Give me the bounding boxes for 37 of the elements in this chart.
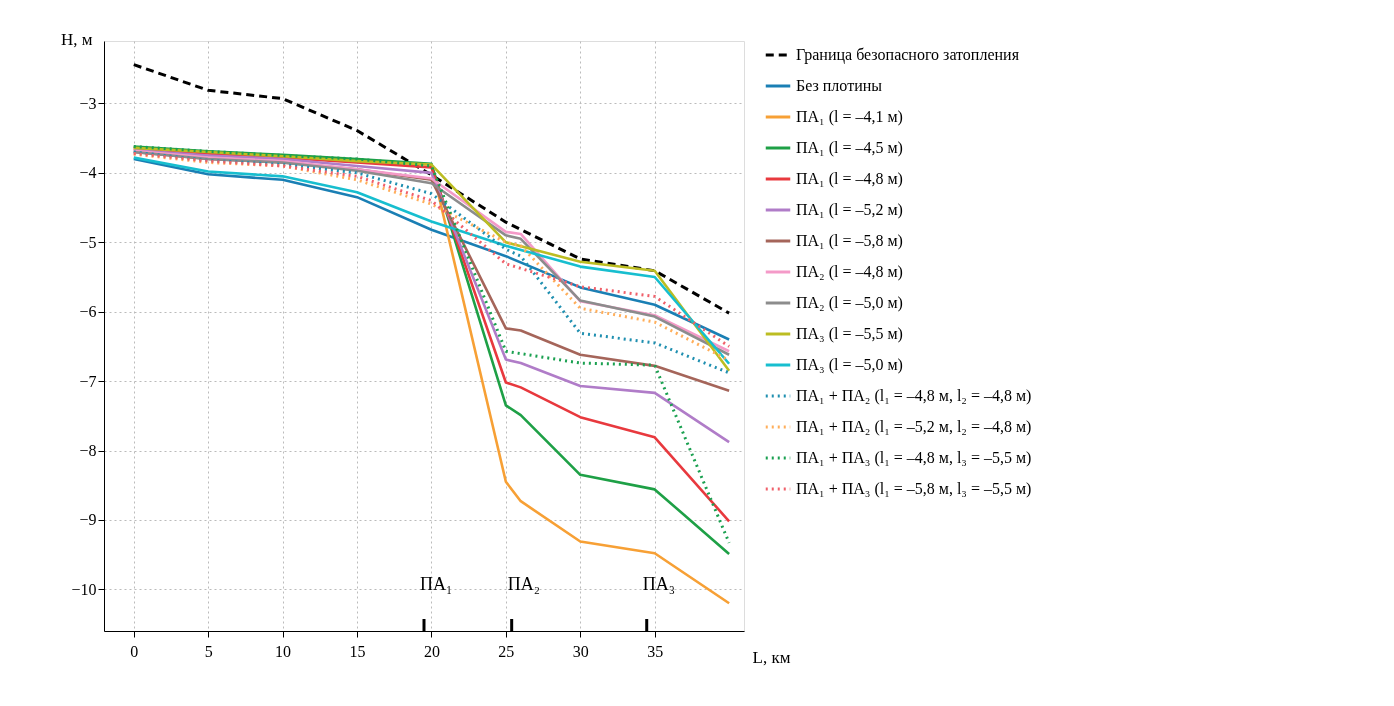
legend-label: ПА₃ (l = –5,0 м) [796,356,903,374]
legend-label: ПА₁ (l = –4,1 м) [796,108,903,126]
annotation: ПА₁ [420,574,453,594]
legend-label: Граница безопасного затопления [796,46,1020,64]
legend-label: ПА₂ (l = –5,0 м) [796,294,903,312]
line-series [132,63,731,315]
annotation: ПА₃ [642,574,675,594]
y-tick-label: −4 [79,164,97,182]
x-tick-label: 30 [572,642,589,660]
x-tick-label: 15 [349,642,366,660]
x-tick-label: 35 [647,642,664,660]
y-tick-label: −8 [79,442,97,460]
x-tick-label: 10 [275,642,292,660]
legend-label: ПА₁ + ПА₃ (l₁ = –5,8 м, l₃ = –5,5 м) [796,480,1032,498]
legend-label: ПА₁ + ПА₃ (l₁ = –4,8 м, l₃ = –5,5 м) [796,449,1032,467]
annotation: ПА₂ [507,574,540,594]
x-tick-label: 25 [498,642,515,660]
y-axis-title: H, м [60,29,93,49]
y-tick-label: −5 [79,233,97,251]
legend-label: ПА₃ (l = –5,5 м) [796,325,903,343]
legend-label: ПА₁ (l = –5,2 м) [796,201,903,219]
y-tick-label: −6 [79,303,97,321]
x-axis-title: L, км [752,647,791,667]
x-tick-label: 0 [130,642,139,660]
y-tick-label: −9 [79,511,97,529]
x-tick-label: 5 [204,642,213,660]
y-tick-label: −3 [79,94,97,112]
legend-label: ПА₁ (l = –5,8 м) [796,232,903,250]
legend-label: ПА₁ + ПА₂ (l₁ = –5,2 м, l₂ = –4,8 м) [796,418,1032,436]
x-tick-label: 20 [423,642,440,660]
legend-label: ПА₁ (l = –4,8 м) [796,170,903,188]
y-tick-label: −7 [79,372,97,390]
legend-label: Без плотины [796,77,883,94]
legend-label: ПА₁ (l = –4,5 м) [796,139,903,157]
legend-label: ПА₂ (l = –4,8 м) [796,263,903,281]
y-tick-label: −10 [71,580,97,598]
legend-label: ПА₁ + ПА₂ (l₁ = –4,8 м, l₂ = –4,8 м) [796,387,1032,405]
